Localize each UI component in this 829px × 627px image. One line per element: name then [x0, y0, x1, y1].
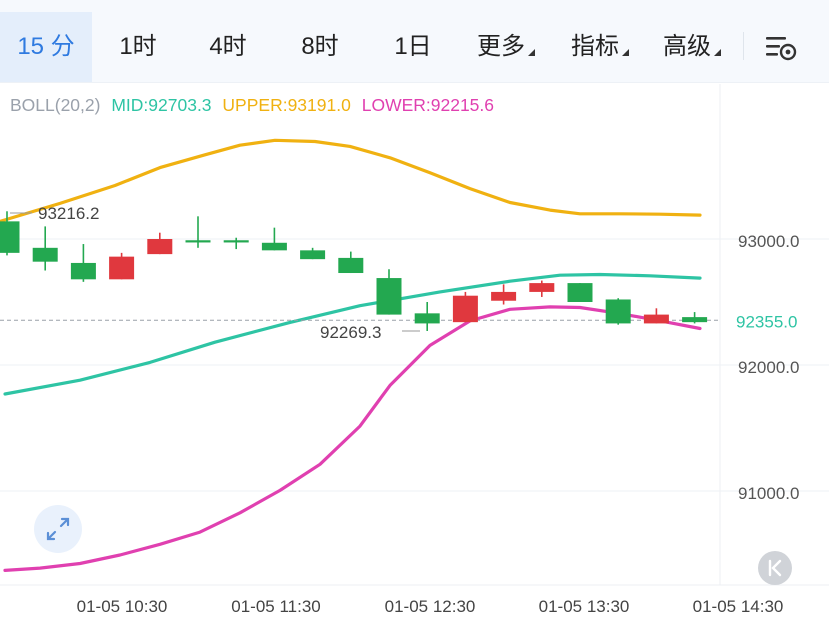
x-tick-label: 01-05 13:30 [539, 597, 630, 616]
chart-settings-button[interactable] [762, 33, 800, 63]
boll-upper-line [0, 138, 702, 223]
tab-indicators-label: 指标 [571, 33, 619, 60]
tab-advanced[interactable]: 高级 [652, 12, 732, 82]
x-tick-label: 01-05 12:30 [385, 597, 476, 616]
candle-body [491, 291, 517, 301]
y-tick-label: 91000.0 [738, 484, 799, 503]
y-tick-label: 92000.0 [738, 358, 799, 377]
candle-body [605, 299, 631, 324]
tab-4h[interactable]: 4时 [209, 33, 247, 60]
boll-indicator-readout: BOLL(20,2) MID:92703.3 UPPER:93191.0 LOW… [10, 95, 500, 116]
boll-lower-line [3, 305, 702, 573]
candle-body [261, 242, 287, 251]
candle-body [682, 317, 708, 323]
candle-body [0, 221, 20, 253]
settings-icon [766, 37, 797, 61]
candle-body [109, 256, 135, 280]
candle-body [376, 278, 402, 315]
tab-1d[interactable]: 1日 [394, 33, 432, 60]
candle-body [452, 295, 478, 323]
candle-body [223, 240, 249, 243]
x-tick-label: 01-05 10:30 [77, 597, 168, 616]
y-tick-label: 93000.0 [738, 232, 799, 251]
boll-upper-value: UPPER:93191.0 [222, 95, 351, 115]
candle-body [32, 247, 58, 262]
candle-body [338, 257, 364, 274]
candle-body [185, 240, 211, 243]
caret-icon [622, 49, 629, 56]
x-tick-label: 01-05 11:30 [231, 597, 320, 616]
candle-body [529, 283, 555, 292]
tab-15min[interactable]: 15 分 [0, 12, 92, 82]
candle-body [414, 313, 440, 324]
current-price-label: 92355.0 [736, 312, 797, 331]
toolbar-divider [743, 32, 744, 60]
candle-body [70, 262, 96, 280]
timeframe-toolbar: 15 分 1时 4时 8时 1日 更多 指标 高级 [0, 0, 829, 83]
boll-name: BOLL(20,2) [10, 95, 101, 115]
boll-mid-value: MID:92703.3 [111, 95, 212, 115]
candle-body [567, 283, 593, 302]
caret-icon [528, 49, 535, 56]
low-price-annotation: 92269.3 [320, 323, 381, 342]
tab-more-label: 更多 [477, 33, 525, 60]
tab-indicators[interactable]: 指标 [560, 12, 640, 82]
tab-advanced-label: 高级 [663, 33, 711, 60]
high-price-annotation: 93216.2 [38, 204, 99, 223]
tab-more[interactable]: 更多 [466, 12, 546, 82]
tab-8h[interactable]: 8时 [301, 33, 339, 60]
expand-icon [46, 517, 70, 541]
candle-body [147, 239, 173, 255]
boll-lower-value: LOWER:92215.6 [361, 95, 495, 115]
chevron-left-icon [768, 559, 782, 577]
tab-1h[interactable]: 1时 [119, 33, 157, 60]
scroll-to-latest-button[interactable] [758, 551, 792, 585]
candle-body [643, 314, 669, 324]
x-tick-label: 01-05 14:30 [693, 597, 784, 616]
candle-body [300, 250, 326, 260]
expand-chart-button[interactable] [34, 505, 82, 553]
caret-icon [714, 49, 721, 56]
